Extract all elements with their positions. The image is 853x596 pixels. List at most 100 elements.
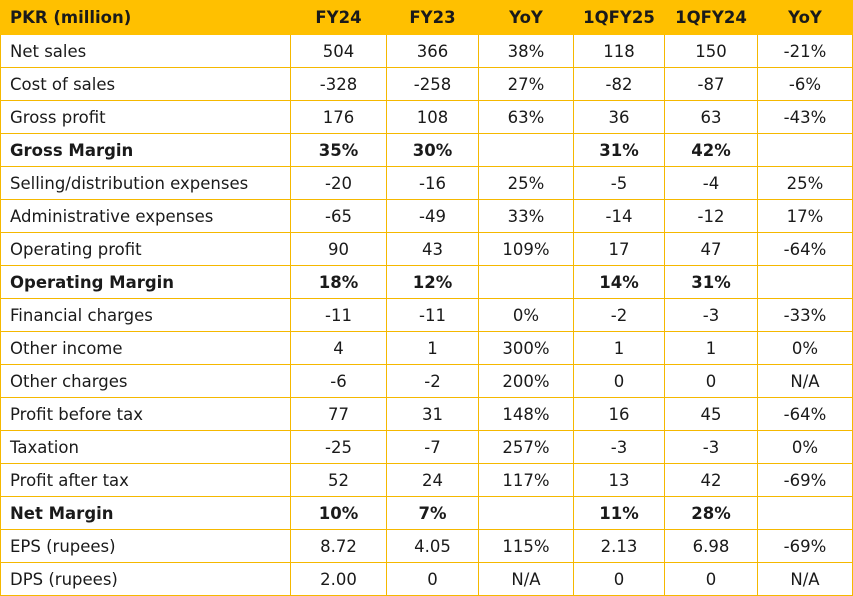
cell-1qfy25: 1 <box>573 331 665 365</box>
cell-yoy-annual: 33% <box>478 199 574 233</box>
cell-yoy-annual: 27% <box>478 67 574 101</box>
cell-fy24: -6 <box>290 364 387 398</box>
header-row: PKR (million) FY24 FY23 YoY 1QFY25 1QFY2… <box>0 0 853 35</box>
table-row: EPS (rupees) 8.72 4.05 115% 2.13 6.98 -69% <box>0 529 853 563</box>
cell-fy23: -7 <box>386 430 479 464</box>
cell-fy24: 4 <box>290 331 387 365</box>
cell-yoy-quarterly <box>757 133 853 167</box>
cell-yoy-annual: 148% <box>478 397 574 431</box>
table-row: Other charges -6 -2 200% 0 0 N/A <box>0 364 853 398</box>
table-row: Profit after tax 52 24 117% 13 42 -69% <box>0 463 853 497</box>
row-label: Profit before tax <box>0 397 291 431</box>
cell-fy23: 1 <box>386 331 479 365</box>
cell-fy23: 24 <box>386 463 479 497</box>
cell-1qfy24: -4 <box>664 166 758 200</box>
cell-1qfy25: -5 <box>573 166 665 200</box>
cell-yoy-annual: 300% <box>478 331 574 365</box>
cell-yoy-quarterly: -43% <box>757 100 853 134</box>
cell-fy23: 12% <box>386 265 479 299</box>
cell-1qfy25: 36 <box>573 100 665 134</box>
cell-fy24: 176 <box>290 100 387 134</box>
cell-1qfy25: 17 <box>573 232 665 266</box>
cell-1qfy25: 31% <box>573 133 665 167</box>
cell-fy24: 77 <box>290 397 387 431</box>
cell-1qfy24: 150 <box>664 34 758 68</box>
table-row: Taxation -25 -7 257% -3 -3 0% <box>0 430 853 464</box>
row-label: Other charges <box>0 364 291 398</box>
cell-1qfy25: 118 <box>573 34 665 68</box>
cell-1qfy25: 14% <box>573 265 665 299</box>
cell-yoy-quarterly: -64% <box>757 232 853 266</box>
cell-yoy-quarterly <box>757 496 853 530</box>
cell-1qfy24: 47 <box>664 232 758 266</box>
row-label: Administrative expenses <box>0 199 291 233</box>
cell-1qfy25: 2.13 <box>573 529 665 563</box>
cell-1qfy25: 0 <box>573 364 665 398</box>
cell-yoy-annual: 115% <box>478 529 574 563</box>
cell-fy24: 10% <box>290 496 387 530</box>
cell-1qfy25: -82 <box>573 67 665 101</box>
table-row: Administrative expenses -65 -49 33% -14 -12 17… <box>0 199 853 233</box>
table-row: DPS (rupees) 2.00 0 N/A 0 0 N/A <box>0 562 853 596</box>
cell-fy23: -2 <box>386 364 479 398</box>
cell-fy23: 108 <box>386 100 479 134</box>
row-label: DPS (rupees) <box>0 562 291 596</box>
row-label: Operating Margin <box>0 265 291 299</box>
cell-yoy-quarterly: -33% <box>757 298 853 332</box>
cell-1qfy24: 45 <box>664 397 758 431</box>
cell-fy23: 7% <box>386 496 479 530</box>
cell-yoy-quarterly: -21% <box>757 34 853 68</box>
cell-yoy-quarterly: -64% <box>757 397 853 431</box>
cell-yoy-annual: 200% <box>478 364 574 398</box>
cell-1qfy24: -3 <box>664 430 758 464</box>
cell-fy23: -16 <box>386 166 479 200</box>
cell-yoy-quarterly: N/A <box>757 562 853 596</box>
header-yoy-annual: YoY <box>478 0 574 35</box>
cell-yoy-quarterly: 0% <box>757 430 853 464</box>
cell-1qfy24: -3 <box>664 298 758 332</box>
cell-yoy-annual: 25% <box>478 166 574 200</box>
cell-yoy-annual: 117% <box>478 463 574 497</box>
cell-yoy-quarterly <box>757 265 853 299</box>
cell-fy24: 52 <box>290 463 387 497</box>
table-row: Profit before tax 77 31 148% 16 45 -64% <box>0 397 853 431</box>
cell-fy23: -11 <box>386 298 479 332</box>
table-row: Operating profit 90 43 109% 17 47 -64% <box>0 232 853 266</box>
row-label: EPS (rupees) <box>0 529 291 563</box>
row-label: Selling/distribution expenses <box>0 166 291 200</box>
cell-fy24: 2.00 <box>290 562 387 596</box>
row-label: Gross Margin <box>0 133 291 167</box>
table-row: Net Margin 10% 7% 11% 28% <box>0 496 853 530</box>
cell-yoy-quarterly: 0% <box>757 331 853 365</box>
row-label: Taxation <box>0 430 291 464</box>
cell-1qfy25: 0 <box>573 562 665 596</box>
cell-1qfy25: -2 <box>573 298 665 332</box>
cell-yoy-annual: N/A <box>478 562 574 596</box>
cell-yoy-quarterly: -69% <box>757 463 853 497</box>
table-body: Net sales 504 366 38% 118 150 -21% Cost of sale… <box>0 34 853 596</box>
cell-yoy-quarterly: N/A <box>757 364 853 398</box>
cell-1qfy25: 16 <box>573 397 665 431</box>
cell-yoy-annual <box>478 496 574 530</box>
header-label-column: PKR (million) <box>0 0 291 35</box>
cell-fy24: 18% <box>290 265 387 299</box>
cell-1qfy24: 28% <box>664 496 758 530</box>
cell-fy23: 4.05 <box>386 529 479 563</box>
cell-1qfy25: 11% <box>573 496 665 530</box>
cell-1qfy24: 1 <box>664 331 758 365</box>
cell-1qfy24: 0 <box>664 562 758 596</box>
cell-fy24: -11 <box>290 298 387 332</box>
header-fy23: FY23 <box>386 0 479 35</box>
cell-1qfy25: -3 <box>573 430 665 464</box>
row-label: Cost of sales <box>0 67 291 101</box>
cell-1qfy25: -14 <box>573 199 665 233</box>
table-row: Cost of sales -328 -258 27% -82 -87 -6% <box>0 67 853 101</box>
cell-fy24: -20 <box>290 166 387 200</box>
cell-fy23: -49 <box>386 199 479 233</box>
cell-1qfy24: 42% <box>664 133 758 167</box>
cell-yoy-annual: 38% <box>478 34 574 68</box>
header-fy24: FY24 <box>290 0 387 35</box>
cell-1qfy24: 6.98 <box>664 529 758 563</box>
row-label: Financial charges <box>0 298 291 332</box>
cell-fy24: 90 <box>290 232 387 266</box>
